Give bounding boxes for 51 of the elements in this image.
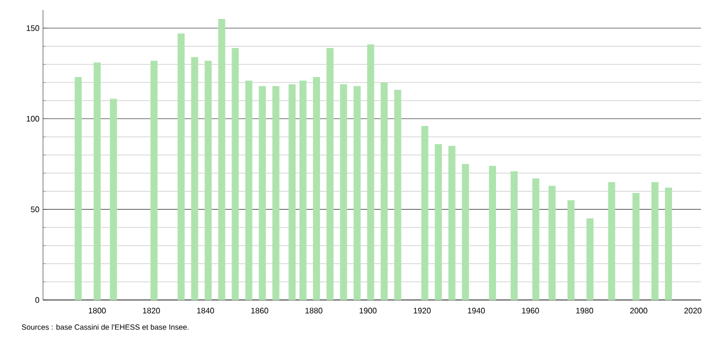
x-tick-label: 1800: [88, 308, 106, 314]
bar: [94, 62, 101, 300]
y-tick-label: 100: [26, 116, 40, 122]
bar: [178, 34, 185, 300]
bar: [380, 82, 388, 300]
bar: [150, 60, 158, 300]
x-tick-label: 2000: [630, 308, 648, 314]
bar: [488, 166, 496, 300]
bar: [532, 178, 540, 300]
x-tick-label: 1920: [414, 308, 431, 314]
bar: [288, 84, 296, 300]
bar: [74, 77, 82, 300]
bar: [421, 126, 428, 300]
bar: [191, 57, 198, 300]
bar: [340, 84, 348, 300]
x-tick-label: 1820: [143, 308, 160, 314]
bar: [326, 48, 334, 300]
x-tick-label: 1880: [306, 308, 322, 314]
bar: [299, 80, 306, 300]
bar: [312, 77, 320, 300]
bar: [394, 90, 402, 300]
bar: [568, 200, 575, 300]
x-tick-label: 1860: [251, 308, 268, 314]
bar: [664, 188, 672, 300]
y-tick-label: 50: [30, 206, 40, 212]
y-tick-label: 150: [26, 25, 40, 31]
bar: [462, 164, 469, 300]
x-tick-label: 1840: [197, 308, 214, 314]
x-tick-label: 1900: [360, 308, 377, 314]
x-tick-label: 1980: [576, 308, 594, 314]
bar: [110, 98, 117, 300]
bar: [367, 44, 374, 300]
bar: [218, 19, 226, 300]
bar: [632, 193, 640, 300]
bar: [272, 86, 280, 300]
bar: [608, 182, 616, 300]
bar: [586, 218, 594, 300]
bar: [548, 186, 556, 300]
bar: [245, 80, 252, 300]
bar: [232, 48, 239, 300]
bar: [204, 60, 212, 300]
x-tick-label: 1940: [468, 308, 485, 314]
y-tick-label: 0: [35, 297, 40, 303]
bar: [448, 146, 456, 300]
bar: [434, 144, 442, 300]
bar: [510, 171, 518, 300]
x-tick-label: 2020: [684, 308, 702, 314]
bar: [651, 182, 658, 300]
x-tick-label: 1960: [522, 308, 539, 314]
bar: [258, 86, 266, 300]
bar: [354, 86, 361, 300]
